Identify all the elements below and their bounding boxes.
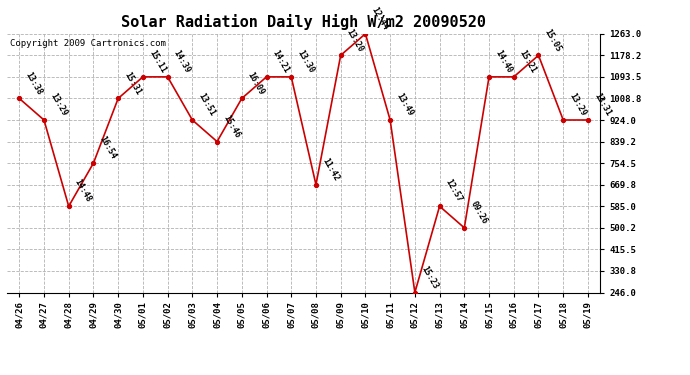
Text: 12:57: 12:57 [444, 178, 464, 204]
Point [310, 182, 322, 188]
Point [582, 117, 593, 123]
Text: 14:48: 14:48 [73, 178, 93, 204]
Point [137, 74, 148, 80]
Point [434, 203, 445, 209]
Text: 16:09: 16:09 [246, 70, 266, 96]
Point [212, 139, 223, 145]
Text: 14:40: 14:40 [493, 48, 513, 75]
Point [533, 53, 544, 58]
Point [384, 117, 395, 123]
Point [286, 74, 297, 80]
Text: 13:31: 13:31 [592, 92, 613, 118]
Text: 12:44: 12:44 [370, 5, 390, 32]
Point [459, 225, 470, 231]
Point [39, 117, 50, 123]
Text: 09:26: 09:26 [469, 200, 489, 226]
Point [187, 117, 198, 123]
Point [162, 74, 173, 80]
Text: 15:11: 15:11 [147, 48, 168, 75]
Text: 13:20: 13:20 [345, 27, 365, 53]
Text: 11:42: 11:42 [320, 156, 340, 183]
Text: 15:05: 15:05 [542, 27, 563, 53]
Point [509, 74, 520, 80]
Text: 16:54: 16:54 [97, 135, 118, 161]
Text: 13:29: 13:29 [567, 92, 588, 118]
Text: 13:30: 13:30 [295, 48, 316, 75]
Point [484, 74, 495, 80]
Text: 15:23: 15:23 [419, 264, 440, 290]
Point [335, 53, 346, 58]
Point [558, 117, 569, 123]
Point [88, 160, 99, 166]
Text: Copyright 2009 Cartronics.com: Copyright 2009 Cartronics.com [10, 39, 166, 48]
Point [14, 95, 25, 101]
Point [63, 203, 75, 209]
Text: 14:21: 14:21 [270, 48, 291, 75]
Text: 13:29: 13:29 [48, 92, 68, 118]
Text: 14:39: 14:39 [172, 48, 192, 75]
Text: 13:38: 13:38 [23, 70, 43, 96]
Text: 13:49: 13:49 [394, 92, 415, 118]
Text: 15:46: 15:46 [221, 113, 242, 140]
Point [409, 290, 420, 296]
Text: 15:31: 15:31 [122, 70, 143, 96]
Point [236, 95, 247, 101]
Point [112, 95, 124, 101]
Text: 15:21: 15:21 [518, 48, 538, 75]
Text: 13:51: 13:51 [197, 92, 217, 118]
Point [261, 74, 272, 80]
Point [360, 31, 371, 37]
Title: Solar Radiation Daily High W/m2 20090520: Solar Radiation Daily High W/m2 20090520 [121, 14, 486, 30]
